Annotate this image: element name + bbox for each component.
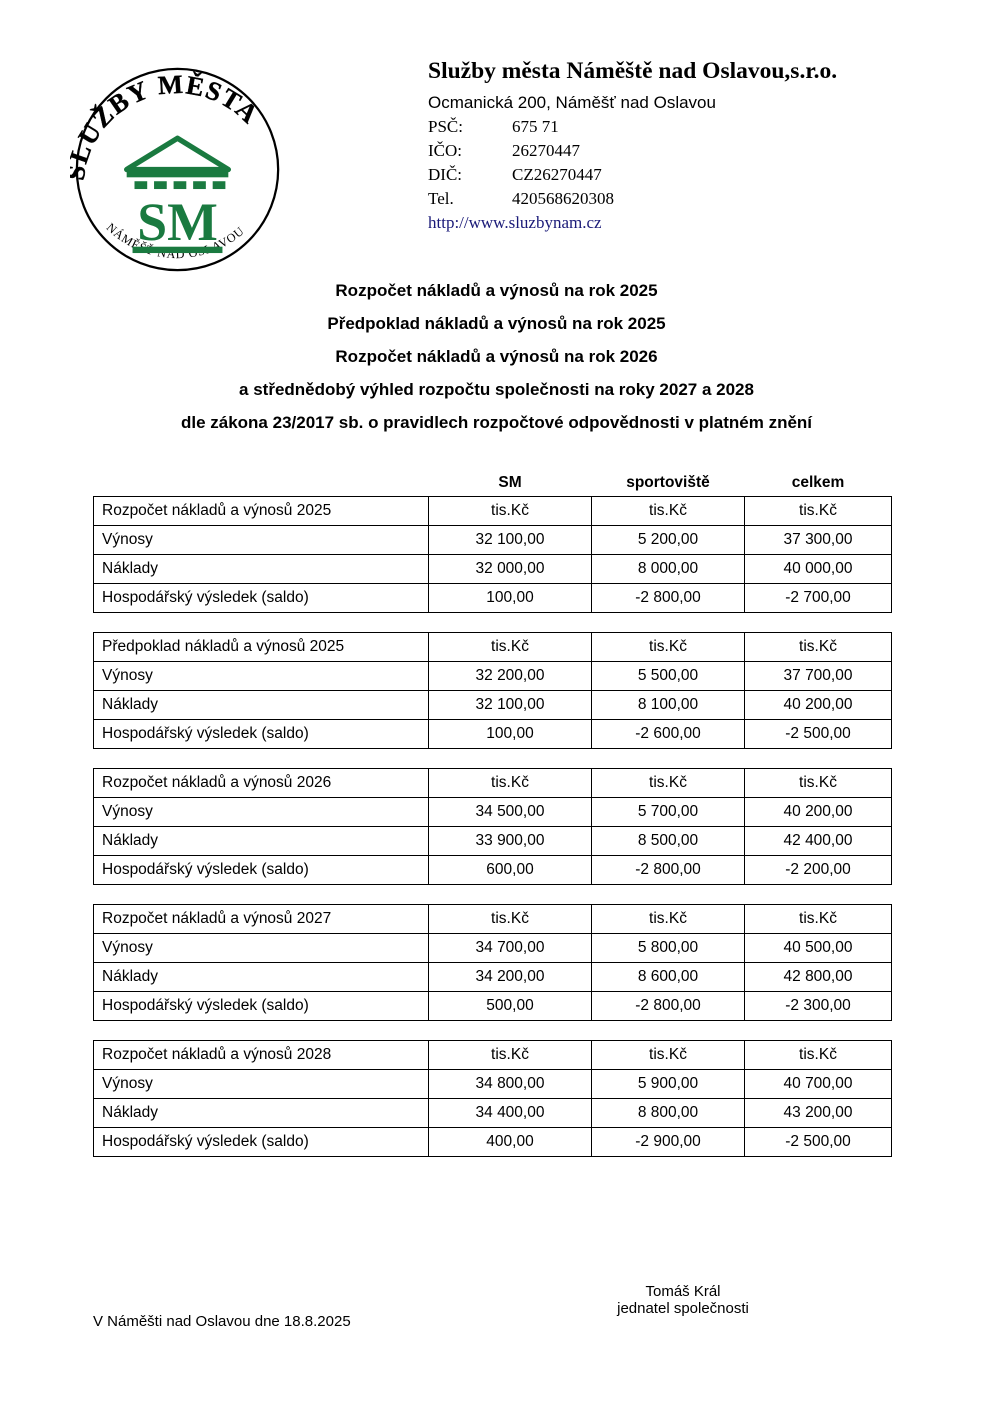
svg-text:SM: SM: [137, 192, 218, 252]
svg-text:SLUŽBY MĚSTA: SLUŽBY MĚSTA: [70, 69, 265, 182]
